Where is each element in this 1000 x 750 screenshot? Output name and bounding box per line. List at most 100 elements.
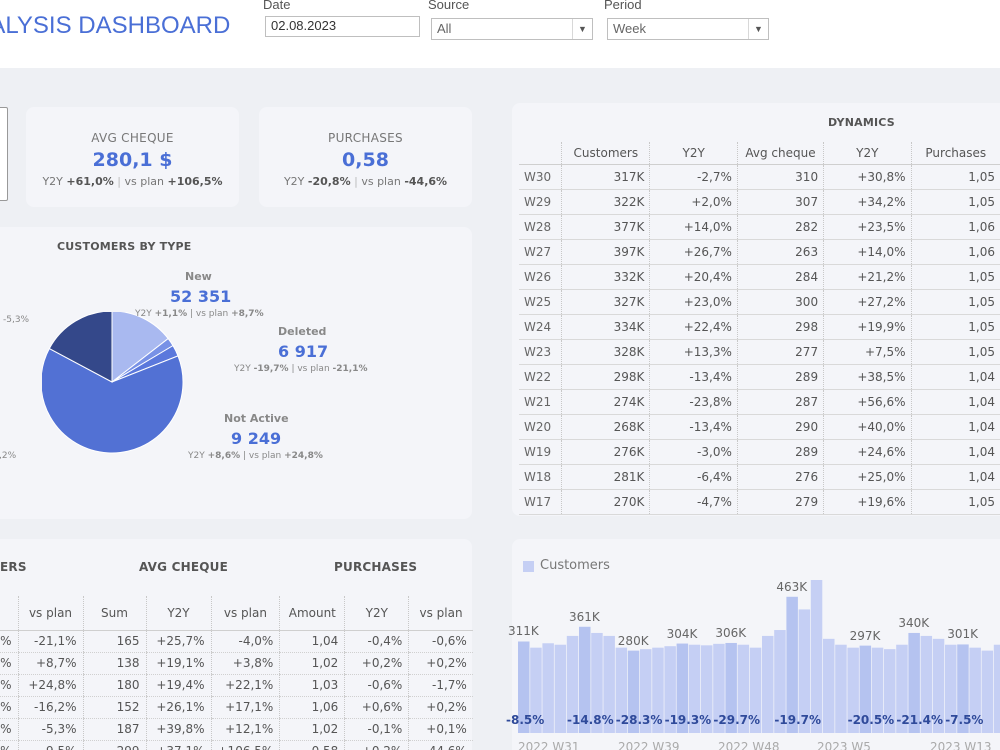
table-cell: -0,1% — [344, 718, 409, 741]
table-cell: 1,02 — [279, 652, 345, 675]
table-cell: 1,04 — [910, 414, 1000, 440]
bar[interactable] — [676, 643, 689, 733]
table-cell: +21,2% — [823, 264, 912, 290]
bar[interactable] — [932, 638, 945, 733]
bar[interactable] — [627, 650, 640, 733]
table-cell: +13,3% — [649, 339, 738, 365]
plan-value: +106,5% — [167, 175, 223, 188]
bar[interactable] — [579, 626, 591, 733]
bar[interactable] — [957, 644, 969, 733]
col-header-customers[interactable]: Customers — [561, 142, 650, 165]
table-row: % -5,3% 187 +39,8% +12,1% 1,02 -0,1% +0,1% — [0, 718, 473, 741]
chevron-down-icon[interactable]: ▼ — [748, 19, 768, 39]
table-cell: % — [0, 696, 18, 719]
bar[interactable] — [920, 635, 933, 733]
kpi-card-avg-cheque: AVG CHEQUE 280,1 $ Y2Y +61,0% | vs plan … — [26, 107, 239, 207]
bar[interactable] — [554, 644, 567, 733]
table-row: W17 270K -4,7% 279 +19,6% 1,05 — [519, 489, 1000, 515]
bar[interactable] — [908, 632, 920, 733]
bar[interactable] — [762, 635, 774, 733]
table-cell: 1,06 — [279, 696, 345, 719]
bar[interactable] — [835, 644, 847, 733]
bar[interactable] — [603, 635, 615, 733]
table-cell: W17 — [519, 489, 562, 515]
period-select[interactable]: Week ▼ — [607, 18, 769, 40]
table-cell: +0,2% — [408, 696, 473, 719]
plan-label: vs plan — [248, 451, 282, 461]
col-header-y2y[interactable]: Y2Y — [649, 142, 738, 165]
table-cell: 138 — [82, 652, 146, 675]
bar-value-label: 311K — [508, 624, 539, 639]
col-header-avg-cheque[interactable]: Avg cheque — [736, 142, 824, 165]
bar[interactable] — [542, 643, 554, 733]
table-cell: -0,6% — [344, 674, 409, 697]
table-cell: +7,5% — [823, 339, 912, 365]
bar[interactable] — [530, 647, 542, 733]
table-cell: +17,1% — [210, 696, 280, 719]
table-row: % +8,7% 138 +19,1% +3,8% 1,02 +0,2% +0,2% — [0, 652, 473, 675]
bar[interactable] — [749, 647, 762, 733]
date-input[interactable]: 02.08.2023 — [265, 16, 420, 37]
pie-not-active-label: Not Active — [224, 412, 289, 425]
bar[interactable] — [871, 647, 884, 733]
table-cell: W26 — [519, 264, 562, 290]
bar[interactable] — [713, 643, 725, 733]
chevron-down-icon[interactable]: ▼ — [572, 19, 592, 39]
pie-slice[interactable] — [48, 312, 113, 383]
bar[interactable] — [725, 642, 737, 733]
table-cell: 1,04 — [279, 630, 345, 653]
table-cell: -5,3% — [17, 718, 83, 741]
table-cell: % — [0, 674, 18, 697]
col-header-y2y-2[interactable]: Y2Y — [823, 142, 912, 165]
table-cell: 334K — [561, 314, 650, 340]
table-cell: % — [0, 718, 18, 741]
bar[interactable] — [664, 646, 676, 733]
bar[interactable] — [798, 609, 811, 733]
bar[interactable] — [823, 638, 835, 733]
bar[interactable] — [993, 644, 1000, 733]
table-cell: 1,05 — [910, 189, 1000, 215]
table-cell: 1,05 — [910, 164, 1000, 190]
table-cell: +39,8% — [145, 718, 211, 741]
table-cell: +19,6% — [823, 489, 912, 515]
col-header-purchases[interactable]: Purchases — [910, 142, 1000, 165]
table-cell: 180 — [82, 674, 146, 697]
bar[interactable] — [859, 645, 872, 733]
table-cell: +2,0% — [649, 189, 738, 215]
table-cell: +22,1% — [210, 674, 280, 697]
bar[interactable] — [640, 649, 652, 733]
bar[interactable] — [786, 596, 798, 733]
source-select[interactable]: All ▼ — [431, 18, 593, 40]
bar[interactable] — [969, 647, 981, 733]
bar[interactable] — [701, 645, 713, 733]
table-cell: 310 — [736, 164, 824, 190]
bar[interactable] — [652, 647, 664, 733]
bar-value-label: 306K — [715, 625, 747, 640]
table-row: W29 322K +2,0% 307 +34,2% 1,05 — [519, 189, 1000, 215]
bar-pct-label: -19.3% — [664, 713, 712, 727]
pie-slice[interactable] — [42, 347, 184, 454]
table-cell: 1,06 — [910, 214, 1000, 240]
pie-new-value: 52 351 — [170, 287, 232, 306]
bar[interactable] — [518, 641, 530, 733]
table-cell: 397K — [561, 239, 650, 265]
table-row: % +24,8% 180 +19,4% +22,1% 1,03 -0,6% -1,7% — [0, 674, 473, 697]
table-cell: 279 — [736, 489, 824, 515]
bar[interactable] — [774, 630, 786, 733]
bar[interactable] — [688, 644, 701, 733]
bar[interactable] — [566, 635, 579, 733]
bar[interactable] — [591, 632, 603, 733]
kpi-card-purchases: PURCHASES 0,58 Y2Y -20,8% | vs plan -44,… — [259, 107, 472, 207]
bar[interactable] — [810, 580, 823, 733]
table-cell: -44,6% — [408, 740, 473, 750]
pie-slice[interactable] — [111, 312, 169, 384]
bar[interactable] — [884, 649, 896, 733]
table-cell: -0,6% — [408, 630, 473, 653]
bar[interactable] — [737, 644, 750, 733]
bar[interactable] — [615, 647, 628, 733]
group-title-customers: ERS — [0, 560, 27, 574]
bar[interactable] — [847, 647, 859, 733]
bar[interactable] — [896, 644, 908, 733]
bar[interactable] — [945, 644, 957, 733]
bar[interactable] — [981, 650, 994, 733]
